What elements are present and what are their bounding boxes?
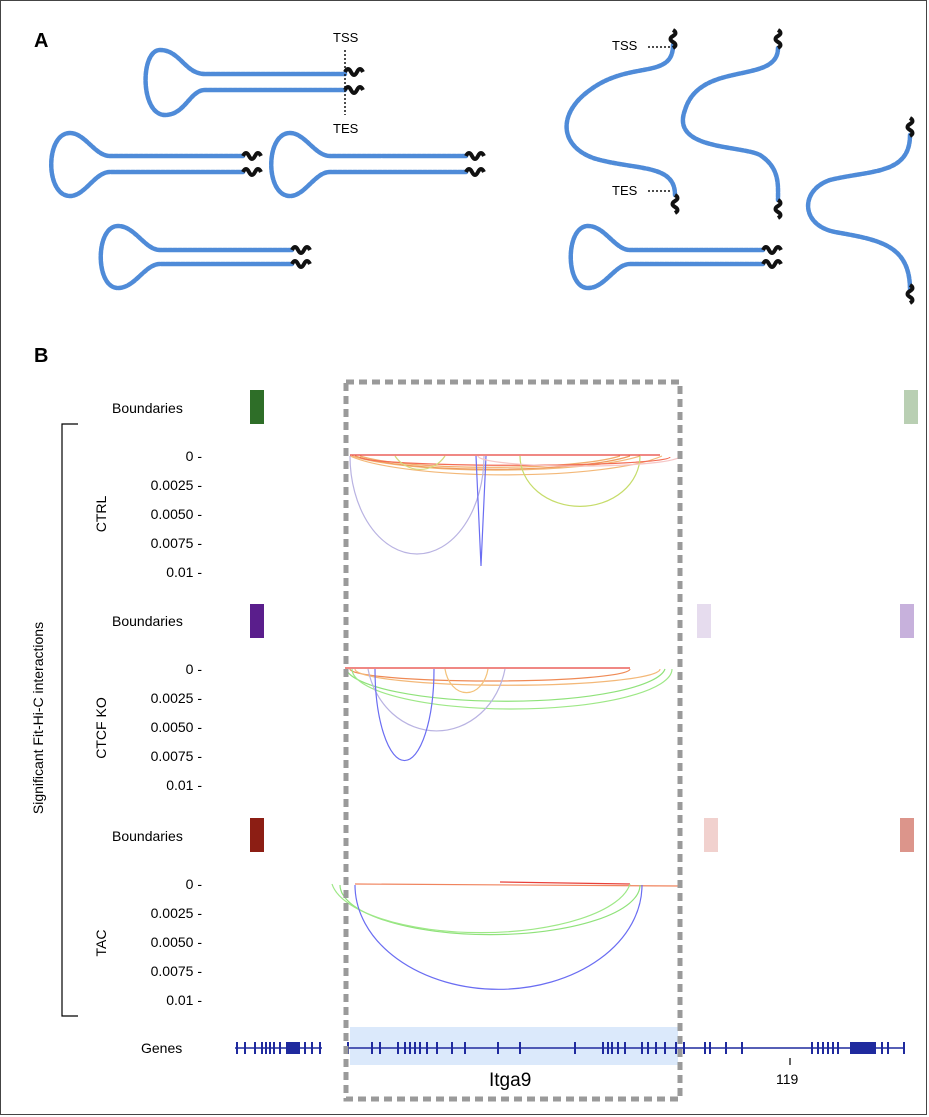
boundary-ctcf-3 xyxy=(900,604,914,638)
panel-a-label: A xyxy=(34,30,49,52)
boundary-ctrl-1 xyxy=(250,390,264,424)
tick-ctcf-0: 0 - xyxy=(185,661,202,677)
boundaries-label-2: Boundaries xyxy=(112,613,183,629)
tick-tac-2: 0.0050 - xyxy=(150,934,202,950)
coordinate-label: 119 xyxy=(776,1071,799,1087)
boundary-tac-1 xyxy=(250,818,264,852)
tick-ctcf-4: 0.01 - xyxy=(166,777,202,793)
tick-tac-4: 0.01 - xyxy=(166,992,202,1008)
tick-ctrl-2: 0.0050 - xyxy=(150,506,202,522)
boundary-ctcf-1 xyxy=(250,604,264,638)
boundaries-label-3: Boundaries xyxy=(112,828,183,844)
genes-label: Genes xyxy=(141,1040,183,1056)
tes-label-2: TES xyxy=(612,183,638,198)
tick-ctcf-2: 0.0050 - xyxy=(150,719,202,735)
panel-b-label: B xyxy=(34,345,49,367)
tick-tac-1: 0.0025 - xyxy=(150,905,202,921)
tss-label-2: TSS xyxy=(612,38,638,53)
gene-name: Itga9 xyxy=(489,1070,532,1091)
tick-tac-3: 0.0075 - xyxy=(150,963,202,979)
boundary-tac-3 xyxy=(900,818,914,852)
tick-ctcf-3: 0.0075 - xyxy=(150,748,202,764)
tick-ctrl-4: 0.01 - xyxy=(166,564,202,580)
tick-ctcf-1: 0.0025 - xyxy=(150,690,202,706)
tick-ctrl-3: 0.0075 - xyxy=(150,535,202,551)
tick-ctrl-1: 0.0025 - xyxy=(150,477,202,493)
tick-tac-0: 0 - xyxy=(185,876,202,892)
tes-label-1: TES xyxy=(333,121,359,136)
boundary-ctcf-2 xyxy=(697,604,711,638)
boundary-ctrl-2 xyxy=(904,390,918,424)
boundaries-label-1: Boundaries xyxy=(112,400,183,416)
tick-ctrl-0: 0 - xyxy=(185,448,202,464)
panel-a-diagram xyxy=(49,28,915,305)
tss-label-1: TSS xyxy=(333,30,359,45)
boundary-tac-2 xyxy=(704,818,718,852)
